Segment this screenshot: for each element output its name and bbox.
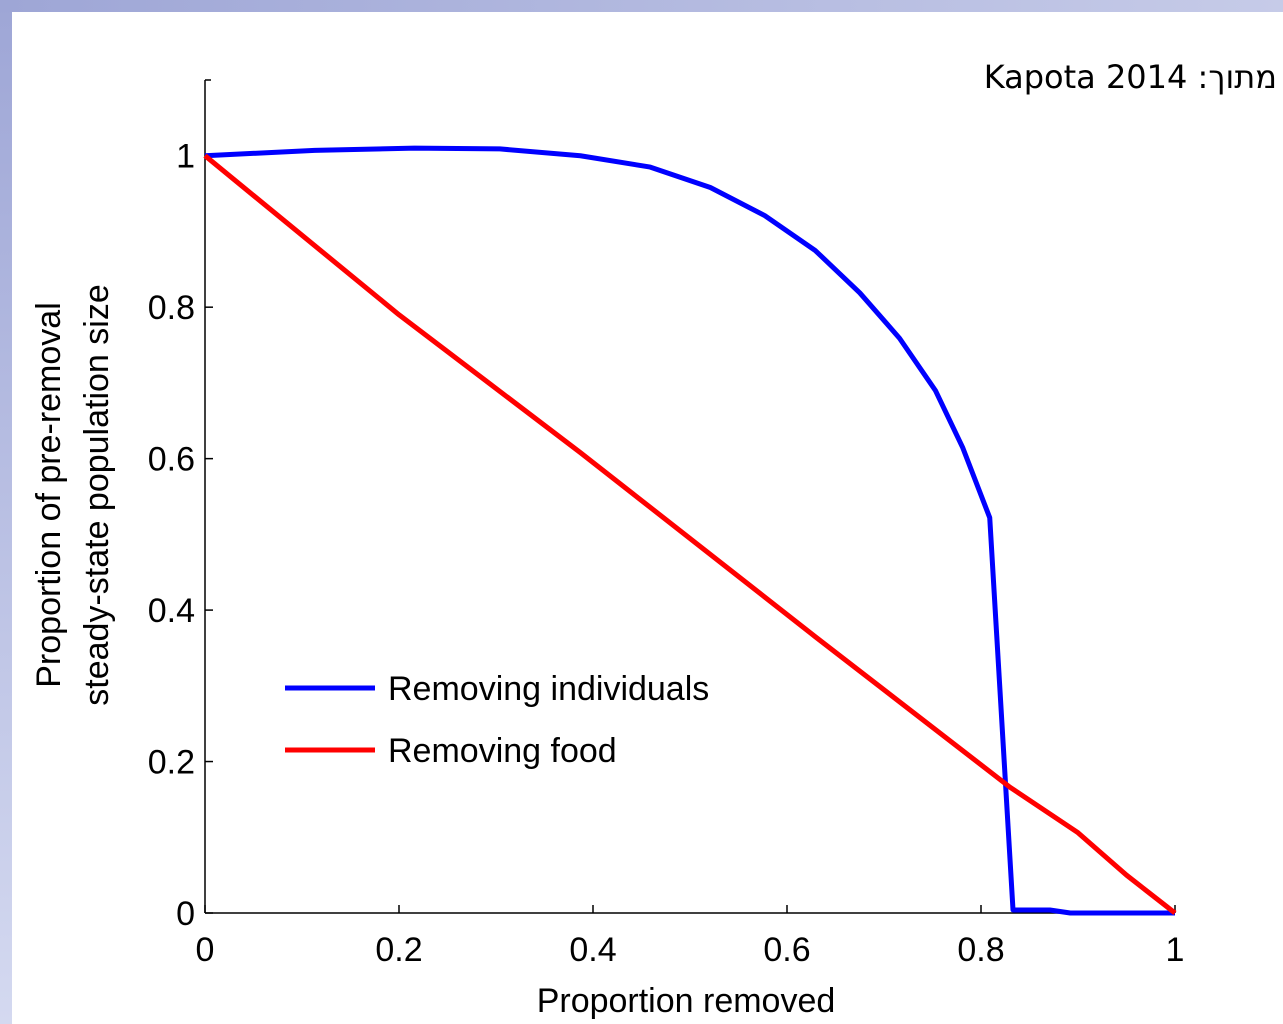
- y-tick-label: 0.2: [148, 744, 195, 782]
- x-tick-label: 0: [196, 931, 215, 969]
- x-tick-label: 0.4: [569, 931, 616, 969]
- legend-label: Removing food: [388, 732, 617, 770]
- x-tick-label: 0.2: [375, 931, 422, 969]
- y-tick-label: 0.6: [148, 441, 195, 479]
- annotation: מתוך: Kapota 2014: [983, 58, 1277, 96]
- series-line: [204, 145, 1175, 916]
- top-bar: [0, 0, 1283, 12]
- y-tick-label: 0: [176, 895, 195, 933]
- side-bar: [0, 0, 12, 1024]
- x-tick-label: 0.8: [957, 931, 1004, 969]
- y-axis-label: Proportion of pre-removal: [30, 302, 68, 688]
- x-tick-label: 1: [1166, 931, 1185, 969]
- x-axis-label: Proportion removed: [537, 982, 836, 1020]
- legend-label: Removing individuals: [388, 670, 709, 708]
- y-tick-label: 0.4: [148, 592, 195, 630]
- y-tick-label: 0.8: [148, 289, 195, 327]
- y-axis-label: steady-state population size: [78, 284, 116, 705]
- series-line: [203, 153, 1177, 915]
- y-tick-label: 1: [176, 138, 195, 176]
- x-tick-label: 0.6: [763, 931, 810, 969]
